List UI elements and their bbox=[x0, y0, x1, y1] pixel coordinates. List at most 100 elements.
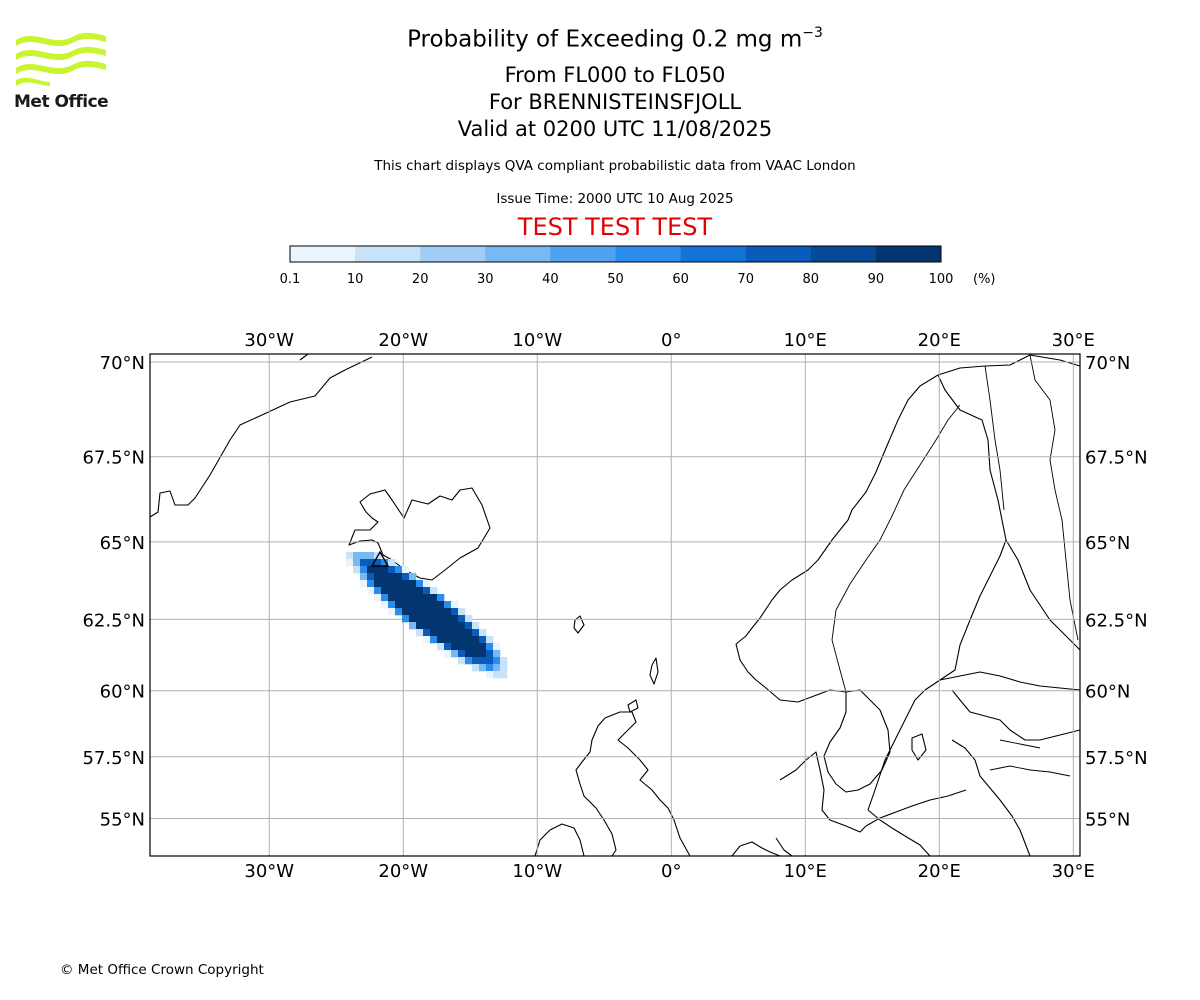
volcano-name: For BRENNISTEINSFJOLL bbox=[488, 90, 742, 114]
plume-cell bbox=[409, 587, 417, 595]
plume-cell bbox=[451, 608, 459, 616]
latitude-label: 70°N bbox=[100, 353, 145, 374]
plume-cell bbox=[437, 643, 445, 651]
colorbar-tick-label: 0.1 bbox=[280, 272, 301, 287]
plume-cell bbox=[458, 650, 466, 658]
plume-cell bbox=[458, 615, 466, 623]
met-office-wave-logo bbox=[16, 32, 106, 86]
plume-cell bbox=[479, 664, 487, 672]
plume-cell bbox=[493, 650, 501, 658]
colorbar-tick-label: 70 bbox=[737, 272, 754, 287]
plume-cell bbox=[402, 601, 410, 609]
plume-cell bbox=[416, 608, 424, 616]
plume-cell bbox=[486, 643, 494, 651]
latitude-label: 67.5°N bbox=[1085, 448, 1148, 469]
map-gridlines bbox=[150, 354, 1080, 856]
latitude-labels-left: 70°N 67.5°N 65°N 62.5°N 60°N 57.5°N 55°N bbox=[82, 353, 145, 830]
plume-cell bbox=[472, 629, 480, 637]
plume-cell bbox=[486, 657, 494, 665]
plume-cell bbox=[402, 587, 410, 595]
coastlines bbox=[149, 353, 1081, 857]
plume-cell bbox=[353, 552, 361, 560]
plume-cell bbox=[381, 601, 389, 609]
latitude-label: 70°N bbox=[1085, 353, 1130, 374]
shetland bbox=[649, 657, 659, 685]
plume-cell bbox=[430, 587, 438, 595]
plume-cell bbox=[416, 601, 424, 609]
colorbar-tick-label: 20 bbox=[412, 272, 429, 287]
plume-cell bbox=[486, 664, 494, 672]
colorbar-segment bbox=[615, 246, 682, 262]
longitude-label: 0° bbox=[661, 861, 681, 882]
plume-cell bbox=[437, 636, 445, 644]
plume-cell bbox=[465, 629, 473, 637]
plume-cell bbox=[437, 629, 445, 637]
longitude-label: 20°E bbox=[918, 861, 961, 882]
colorbar-tick-label: 10 bbox=[347, 272, 364, 287]
plume-cell bbox=[374, 566, 382, 574]
plume-cell bbox=[444, 636, 452, 644]
plume-cell bbox=[409, 608, 417, 616]
country-borders bbox=[831, 354, 1079, 777]
issue-time: Issue Time: 2000 UTC 10 Aug 2025 bbox=[496, 191, 734, 207]
plume-cell bbox=[423, 594, 431, 602]
plume-cell bbox=[465, 643, 473, 651]
plume-cell bbox=[374, 559, 382, 567]
latitude-label: 65°N bbox=[100, 533, 145, 554]
plume-cell bbox=[423, 601, 431, 609]
colorbar-segment bbox=[745, 246, 812, 262]
plume-cell bbox=[374, 580, 382, 588]
latitude-label: 55°N bbox=[100, 810, 145, 831]
plume-cell bbox=[458, 643, 466, 651]
plume-cell bbox=[416, 622, 424, 630]
plume-cell bbox=[409, 580, 417, 588]
latitude-label: 62.5°N bbox=[82, 610, 145, 631]
continent-coast bbox=[731, 789, 967, 857]
finland-coast bbox=[939, 539, 1081, 691]
colorbar-tick-label: 80 bbox=[803, 272, 820, 287]
plume-cell bbox=[472, 636, 480, 644]
longitude-label: 0° bbox=[661, 330, 681, 351]
faroe-islands bbox=[573, 615, 585, 634]
plume-cell bbox=[472, 643, 480, 651]
plume-cell bbox=[367, 552, 375, 560]
colorbar-tick-label: 60 bbox=[672, 272, 689, 287]
plume-cell bbox=[346, 552, 354, 560]
colorbar-segment bbox=[810, 246, 877, 262]
plume-cell bbox=[409, 601, 417, 609]
longitude-label: 10°E bbox=[784, 861, 827, 882]
plume-cell bbox=[472, 622, 480, 630]
plume-cell bbox=[451, 629, 459, 637]
longitude-label: 30°W bbox=[244, 330, 294, 351]
chart-title-text: Probability of Exceeding 0.2 mg m bbox=[407, 26, 803, 53]
test-banner: TEST TEST TEST bbox=[517, 213, 713, 241]
plume-cell bbox=[402, 594, 410, 602]
plume-cell bbox=[479, 636, 487, 644]
plume-cell bbox=[381, 587, 389, 595]
plume-cell bbox=[493, 643, 501, 651]
plume-cell bbox=[423, 615, 431, 623]
plume-cell bbox=[465, 650, 473, 658]
chart-title-exponent: −3 bbox=[802, 25, 823, 41]
plume-cell bbox=[360, 566, 368, 574]
orkney bbox=[627, 699, 639, 713]
plume-cell bbox=[451, 643, 459, 651]
plume-cell bbox=[395, 601, 403, 609]
met-office-logo: Met Office bbox=[14, 30, 109, 114]
plume-cell bbox=[367, 566, 375, 574]
plume-cell bbox=[479, 650, 487, 658]
plume-cell bbox=[409, 573, 417, 581]
longitude-labels-bottom: 30°W 20°W 10°W 0° 10°E 20°E 30°E bbox=[244, 861, 1095, 882]
plume-cell bbox=[430, 629, 438, 637]
plume-cell bbox=[402, 573, 410, 581]
norway-coast bbox=[735, 354, 1081, 703]
plume-cell bbox=[388, 573, 396, 581]
norway-sweden-border bbox=[831, 404, 961, 693]
plume-cell bbox=[430, 622, 438, 630]
plume-cell bbox=[416, 580, 424, 588]
plume-cell bbox=[381, 559, 389, 567]
plume-cell bbox=[374, 594, 382, 602]
plume-cell bbox=[493, 664, 501, 672]
plume-cell bbox=[444, 629, 452, 637]
plume-cell bbox=[493, 671, 501, 679]
